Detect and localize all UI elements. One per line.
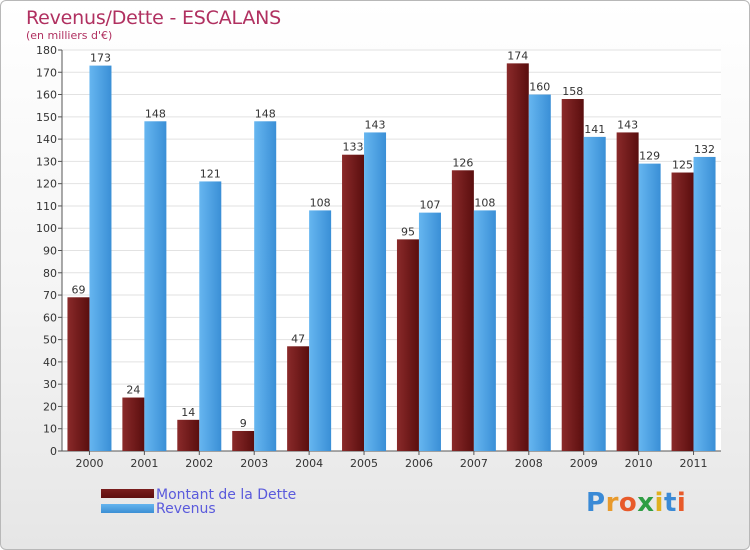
y-tick-label: 180 bbox=[36, 44, 57, 57]
bar-dette bbox=[177, 419, 200, 451]
bar-revenus bbox=[583, 136, 606, 451]
legend-label-revenus: Revenus bbox=[156, 501, 216, 517]
y-tick-label: 170 bbox=[36, 66, 57, 79]
legend-label-dette: Montant de la Dette bbox=[156, 487, 297, 503]
data-label-revenus: 148 bbox=[145, 107, 166, 120]
bar-dette bbox=[561, 99, 584, 451]
x-tick-label: 2001 bbox=[130, 457, 158, 470]
data-label-dette: 133 bbox=[343, 141, 364, 154]
y-tick-label: 130 bbox=[36, 155, 57, 168]
y-tick-label: 10 bbox=[43, 423, 57, 436]
y-tick-label: 100 bbox=[36, 222, 57, 235]
bar-revenus bbox=[199, 181, 222, 451]
logo-letter: i bbox=[676, 488, 687, 518]
logo-letter: i bbox=[654, 488, 664, 518]
bar-revenus bbox=[528, 94, 551, 452]
y-tick-label: 80 bbox=[43, 267, 57, 280]
bar-dette bbox=[342, 154, 365, 451]
bar-revenus bbox=[473, 210, 496, 451]
x-tick-label: 2011 bbox=[680, 457, 708, 470]
y-tick-label: 160 bbox=[36, 89, 57, 102]
bar-dette bbox=[67, 297, 90, 451]
data-label-dette: 24 bbox=[126, 384, 140, 397]
bar-revenus bbox=[693, 156, 716, 451]
data-label-dette: 143 bbox=[617, 118, 638, 131]
data-label-dette: 47 bbox=[291, 332, 305, 345]
bar-dette bbox=[122, 397, 145, 451]
data-label-dette: 69 bbox=[71, 283, 85, 296]
x-tick-label: 2000 bbox=[75, 457, 103, 470]
data-label-revenus: 132 bbox=[694, 143, 715, 156]
data-label-revenus: 173 bbox=[90, 52, 111, 65]
logo-letter: r bbox=[605, 488, 619, 518]
bar-dette bbox=[616, 132, 639, 451]
data-label-revenus: 160 bbox=[529, 81, 550, 94]
data-label-dette: 158 bbox=[562, 85, 583, 98]
data-label-revenus: 107 bbox=[419, 199, 440, 212]
y-tick-label: 60 bbox=[43, 311, 57, 324]
x-tick-label: 2010 bbox=[625, 457, 653, 470]
data-label-dette: 9 bbox=[240, 417, 247, 430]
legend-swatch-revenus bbox=[101, 504, 154, 513]
data-label-dette: 126 bbox=[452, 156, 473, 169]
data-label-revenus: 143 bbox=[365, 118, 386, 131]
y-tick-label: 140 bbox=[36, 133, 57, 146]
bar-dette bbox=[396, 239, 419, 451]
logo-letter: t bbox=[663, 488, 677, 518]
data-label-revenus: 121 bbox=[200, 167, 221, 180]
logo-letter: P bbox=[586, 488, 606, 518]
bar-dette bbox=[506, 63, 529, 451]
y-tick-label: 20 bbox=[43, 400, 57, 413]
data-label-dette: 14 bbox=[181, 406, 195, 419]
x-tick-label: 2007 bbox=[460, 457, 488, 470]
proxiti-logo: Proxiti bbox=[586, 488, 686, 518]
bar-revenus bbox=[254, 121, 277, 452]
logo-letter: x bbox=[637, 488, 655, 518]
bar-dette bbox=[232, 430, 255, 451]
y-tick-label: 50 bbox=[43, 334, 57, 347]
bar-revenus bbox=[309, 210, 332, 451]
bar-revenus bbox=[638, 163, 661, 451]
bar-dette bbox=[671, 172, 694, 451]
bar-revenus bbox=[89, 65, 112, 451]
x-tick-label: 2003 bbox=[240, 457, 268, 470]
x-tick-label: 2006 bbox=[405, 457, 433, 470]
x-tick-label: 2002 bbox=[185, 457, 213, 470]
bar-revenus bbox=[418, 212, 441, 451]
x-tick-label: 2004 bbox=[295, 457, 323, 470]
data-label-revenus: 108 bbox=[310, 196, 331, 209]
x-tick-label: 2009 bbox=[570, 457, 598, 470]
y-tick-label: 120 bbox=[36, 178, 57, 191]
data-label-revenus: 108 bbox=[474, 196, 495, 209]
y-tick-label: 150 bbox=[36, 111, 57, 124]
bar-revenus bbox=[144, 121, 167, 452]
y-tick-label: 0 bbox=[50, 445, 57, 458]
x-tick-label: 2008 bbox=[515, 457, 543, 470]
y-tick-label: 70 bbox=[43, 289, 57, 302]
y-tick-label: 40 bbox=[43, 356, 57, 369]
bar-chart-plot: 0 10 20 30 40 50 60 70 80 90 100 110 120 130 140 150 160… bbox=[36, 44, 721, 470]
logo-letter: o bbox=[618, 488, 638, 518]
bar-revenus bbox=[364, 132, 387, 451]
chart-subtitle: (en milliers d'€) bbox=[26, 29, 113, 42]
y-tick-label: 110 bbox=[36, 200, 57, 213]
data-label-dette: 95 bbox=[401, 225, 415, 238]
data-label-dette: 125 bbox=[672, 159, 693, 172]
legend-swatch-dette bbox=[101, 489, 154, 498]
data-label-dette: 174 bbox=[507, 49, 528, 62]
y-tick-label: 90 bbox=[43, 245, 57, 258]
bar-dette bbox=[451, 170, 474, 452]
data-label-revenus: 148 bbox=[255, 107, 276, 120]
data-label-revenus: 129 bbox=[639, 150, 660, 163]
x-tick-label: 2005 bbox=[350, 457, 378, 470]
bar-dette bbox=[287, 346, 310, 451]
data-label-revenus: 141 bbox=[584, 123, 605, 136]
chart-title: Revenus/Dette - ESCALANS bbox=[26, 7, 282, 29]
y-tick-label: 30 bbox=[43, 378, 57, 391]
